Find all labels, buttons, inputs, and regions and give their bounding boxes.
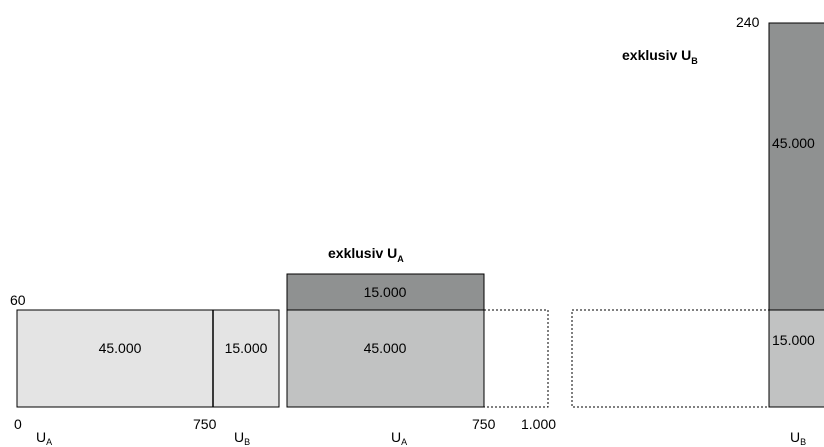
panel-3-top-block [768, 22, 824, 311]
panel-2-dashed-extension [483, 309, 549, 408]
panel-3-bottom-block [768, 309, 824, 408]
panel-3-bottom-value: 15.000 [772, 332, 815, 348]
panel-2-top-value: 15.000 [364, 284, 407, 300]
panel-1-y-top-label: 60 [10, 292, 26, 308]
panel-3: 240 exklusiv UB 45.000 15.000 UB [571, 14, 824, 447]
panel-3-dashed-extension [571, 309, 770, 408]
panel-2-bottom-value: 45.000 [364, 340, 407, 356]
panel-2-label: UA [391, 429, 407, 447]
panel-1-segment-b-value: 15.000 [225, 340, 268, 356]
panel-2-title: exklusiv UA [328, 245, 404, 264]
panel-3-label: UB [790, 429, 806, 447]
panel-3-y-top-label: 240 [736, 14, 760, 30]
panel-1: 60 45.000 15.000 0 750 UA UB [10, 292, 280, 447]
panel-1-x-mid-label: 750 [193, 416, 217, 432]
panel-2-x-label-1000: 1.000 [521, 416, 556, 432]
panel-2-bottom-block [286, 309, 485, 408]
panel-1-label-b: UB [234, 429, 250, 447]
panel-2-x-label-750: 750 [472, 416, 496, 432]
panel-1-box [16, 309, 280, 408]
panel-3-title: exklusiv UB [622, 47, 698, 66]
panel-1-segment-a-value: 45.000 [99, 340, 142, 356]
panel-1-label-a: UA [36, 429, 52, 447]
panel-3-top-value: 45.000 [772, 135, 815, 151]
panel-1-x-start-label: 0 [14, 416, 22, 432]
panel-2: exklusiv UA 15.000 45.000 750 1.000 UA [286, 245, 556, 447]
